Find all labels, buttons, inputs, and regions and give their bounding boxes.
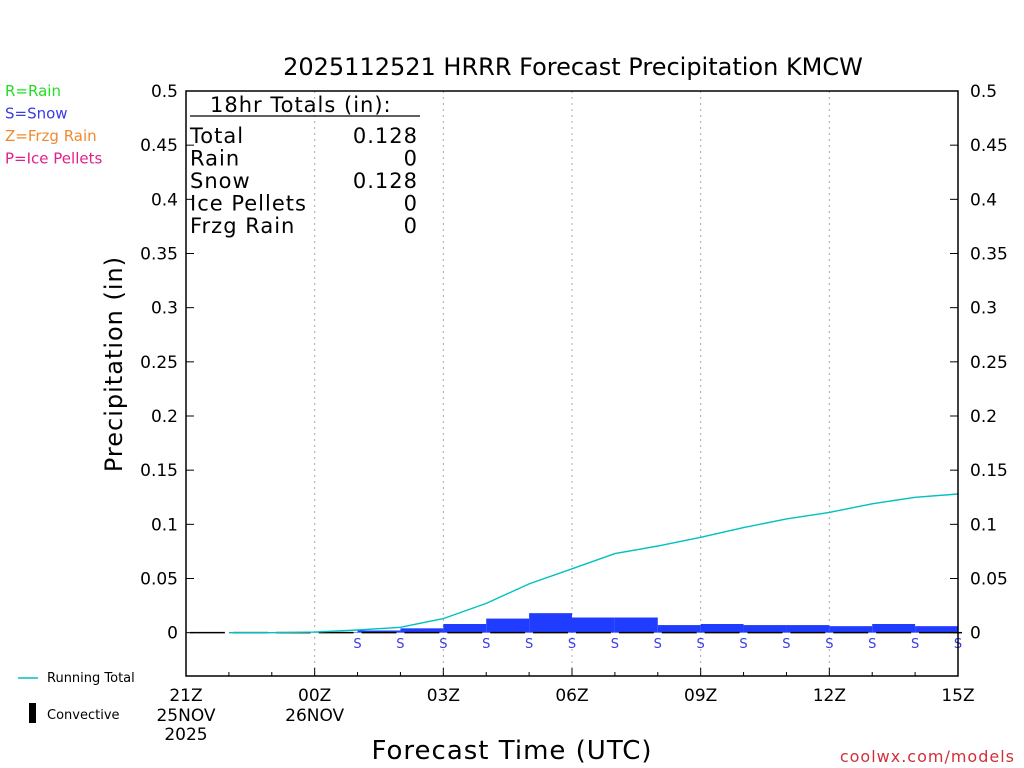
totals-row-value: 0 <box>404 147 418 171</box>
y-tick-label-right: 0.15 <box>970 461 1008 481</box>
series-legend: Running Total Convective <box>18 671 135 723</box>
precip-type-marker: S <box>353 637 361 652</box>
x-tick-date: 25NOV <box>156 706 215 726</box>
totals-row-label: Snow <box>190 169 251 193</box>
totals-row-label: Total <box>189 124 244 148</box>
y-tick-label-right: 0.4 <box>970 190 997 210</box>
precip-bar <box>572 617 615 633</box>
vertical-grid <box>314 91 830 676</box>
y-tick-label-left: 0.25 <box>140 353 178 373</box>
precip-type-marker: S <box>611 637 619 652</box>
y-tick-label-right: 0.05 <box>970 570 1008 590</box>
precip-bar <box>700 624 744 633</box>
y-tick-label-left: 0.2 <box>151 407 178 427</box>
type-legend-item: P=Ice Pellets <box>5 150 102 168</box>
plot-frame <box>185 90 959 677</box>
precip-bar <box>400 628 444 633</box>
y-tick-label-left: 0.5 <box>151 82 178 102</box>
totals-row-value: 0 <box>404 192 418 216</box>
precip-type-marker: S <box>782 637 790 652</box>
totals-row-value: 0.128 <box>353 169 418 193</box>
x-axis-label: Forecast Time (UTC) <box>371 736 652 766</box>
precip-bar <box>743 625 787 633</box>
type-legend-item: S=Snow <box>5 105 68 123</box>
y-axis-right: 0 0.05 0.1 0.15 0.2 0.25 0.3 0.35 0.4 0.45 0.5 <box>950 82 1008 644</box>
precip-bar <box>614 617 658 633</box>
precip-bar <box>529 613 572 633</box>
precip-bar <box>872 624 916 633</box>
precip-type-marker: S <box>482 637 490 652</box>
running-total-line <box>228 493 959 634</box>
y-axis-left: 0 0.05 0.1 0.15 0.2 0.25 0.3 0.35 0.4 0.45 0.5 <box>140 82 194 644</box>
precip-bar <box>486 618 530 633</box>
chart-title: 2025112521 HRRR Forecast Precipitation K… <box>283 53 863 81</box>
precip-bar <box>915 626 958 633</box>
x-tick-label: 21Z <box>169 686 202 706</box>
totals-row-label: Frzg Rain <box>190 214 295 238</box>
totals-row-value: 0.128 <box>353 124 418 148</box>
y-tick-label-right: 0 <box>970 624 981 644</box>
precip-type-marker: S <box>525 637 533 652</box>
precip-type-legend: R=Rain S=Snow Z=Frzg Rain P=Ice Pellets <box>5 82 102 168</box>
precip-type-marker: S <box>439 637 447 652</box>
x-tick-label: 06Z <box>555 686 588 706</box>
y-tick-label-left: 0.15 <box>140 461 178 481</box>
y-tick-label-left: 0.35 <box>140 245 178 265</box>
y-tick-label-left: 0.3 <box>151 299 178 319</box>
convective-legend-swatch <box>29 703 36 723</box>
type-legend-item: R=Rain <box>5 82 61 100</box>
precip-bar <box>786 625 830 633</box>
totals-box: 18hr Totals (in): Total 0.128 Rain 0 Snow 0.1… <box>189 93 420 238</box>
precip-type-marker: S <box>739 637 747 652</box>
totals-row-value: 0 <box>404 214 418 238</box>
y-tick-label-right: 0.45 <box>970 136 1008 156</box>
y-tick-label-right: 0.2 <box>970 407 997 427</box>
x-tick-year: 2025 <box>164 725 207 745</box>
totals-row-label: Ice Pellets <box>190 192 307 216</box>
y-tick-label-right: 0.3 <box>970 299 997 319</box>
hourly-bars <box>314 613 958 633</box>
running-total-legend-label: Running Total <box>47 671 135 686</box>
x-tick-label: 03Z <box>427 686 460 706</box>
precip-type-marker: S <box>868 637 876 652</box>
totals-heading: 18hr Totals (in): <box>210 93 392 117</box>
precip-type-marker: S <box>697 637 705 652</box>
precip-bar <box>657 625 701 633</box>
y-tick-label-left: 0.1 <box>151 515 178 535</box>
site-credit: coolwx.com/models <box>840 747 1015 766</box>
x-tick-label: 15Z <box>941 686 974 706</box>
precip-bar <box>443 624 487 633</box>
precip-bar <box>357 630 401 633</box>
precip-type-marker: S <box>396 637 404 652</box>
y-tick-label-right: 0.25 <box>970 353 1008 373</box>
totals-row-label: Rain <box>190 147 240 171</box>
y-tick-label-left: 0.05 <box>140 570 178 590</box>
y-tick-label-right: 0.5 <box>970 82 997 102</box>
y-axis-label: Precipitation (in) <box>100 256 128 472</box>
x-tick-date: 26NOV <box>285 706 344 726</box>
y-tick-label-left: 0.4 <box>151 190 178 210</box>
y-tick-label-left: 0 <box>167 624 178 644</box>
x-tick-label: 00Z <box>298 686 331 706</box>
precip-type-marker: S <box>654 637 662 652</box>
precip-type-marker: S <box>825 637 833 652</box>
y-tick-label-right: 0.1 <box>970 515 997 535</box>
convective-legend-label: Convective <box>47 708 120 723</box>
precip-type-marker: S <box>568 637 576 652</box>
y-tick-label-right: 0.35 <box>970 245 1008 265</box>
y-tick-label-left: 0.45 <box>140 136 178 156</box>
x-tick-label: 12Z <box>813 686 846 706</box>
x-tick-label: 09Z <box>684 686 717 706</box>
precip-bar <box>829 626 873 633</box>
type-legend-item: Z=Frzg Rain <box>5 127 97 145</box>
precip-type-marker: S <box>911 637 919 652</box>
